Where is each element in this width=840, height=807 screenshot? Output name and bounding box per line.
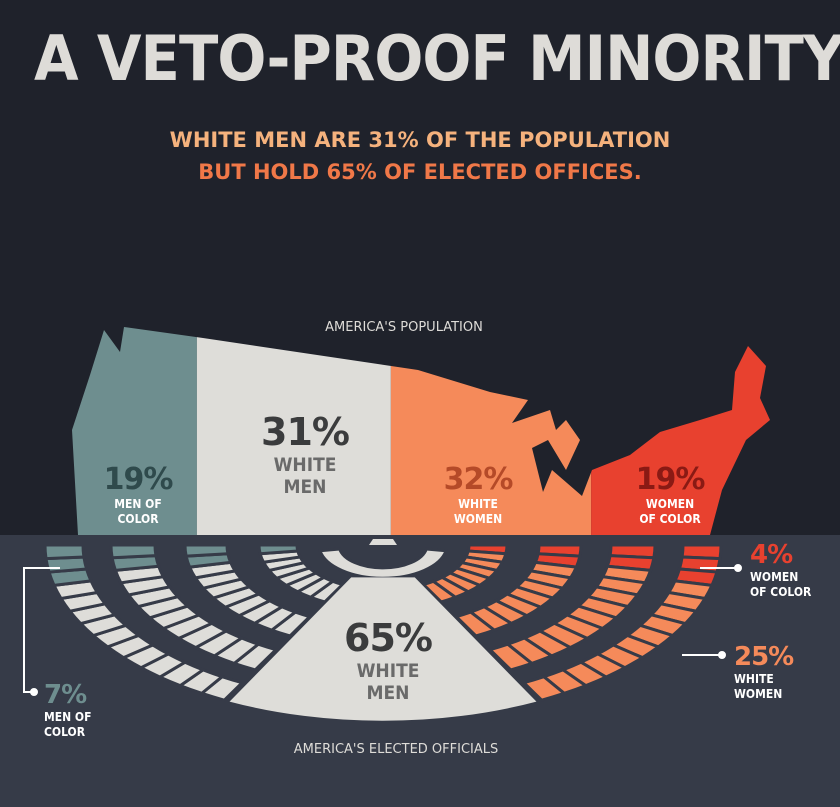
elected-name: OF COLOR — [750, 585, 812, 599]
seat-top-white-men — [369, 539, 397, 545]
seat-white-women — [520, 674, 568, 702]
pop-pct-white-women: 32% — [443, 462, 514, 497]
elected-hemicycle — [43, 539, 723, 721]
elected-name: WOMEN — [750, 570, 799, 584]
pop-label-men-of-color: 19% MEN OF COLOR — [103, 462, 174, 527]
population-caption: AMERICA'S POPULATION — [325, 320, 483, 335]
seat-men-of-color — [183, 543, 230, 558]
pop-label-white-men: 31% WHITE MEN — [261, 410, 350, 498]
elected-pct-men-of-color: 7% — [44, 680, 87, 710]
seat-white-women — [487, 642, 535, 672]
pop-pct-women-of-color: 19% — [635, 462, 706, 497]
elected-label-men-of-color: 7% MEN OF COLOR — [44, 680, 91, 740]
pop-label-women-of-color: 19% WOMEN OF COLOR — [635, 462, 706, 527]
elected-label-white-women: 25% WHITE WOMEN — [734, 642, 794, 702]
pop-name: MEN — [283, 476, 327, 498]
subtitle-line-1: WHITE MEN ARE 31% OF THE POPULATION — [169, 128, 671, 152]
pop-pct-men-of-color: 19% — [103, 462, 174, 497]
seat-white-women — [420, 579, 459, 604]
seat-white-women — [453, 610, 498, 638]
leader-men-of-color — [23, 567, 60, 693]
pop-name: WOMEN — [453, 512, 503, 526]
pop-name: WHITE — [273, 454, 337, 476]
pop-name: WHITE — [458, 497, 498, 511]
elected-caption: AMERICA'S ELECTED OFFICIALS — [293, 742, 499, 757]
seat-men-of-color — [43, 543, 86, 561]
elected-pct-white-women: 25% — [734, 642, 794, 672]
elected-label-white-men: 65% WHITE MEN — [344, 616, 433, 704]
seat-men-of-color — [109, 543, 158, 560]
pop-name: MEN OF — [114, 497, 162, 511]
elected-name: WHITE — [356, 660, 420, 682]
pop-label-white-women: 32% WHITE WOMEN — [443, 462, 514, 527]
pop-name: COLOR — [117, 512, 159, 526]
elected-name: WOMEN — [734, 687, 783, 701]
seat-white-men — [317, 547, 449, 580]
elected-name: WHITE — [734, 672, 774, 686]
pop-bar-white-men — [196, 327, 391, 535]
elected-label-women-of-color: 4% WOMEN OF COLOR — [750, 540, 811, 600]
elected-pct-white-men: 65% — [344, 616, 433, 660]
leader-lines — [23, 564, 742, 696]
elected-pct-women-of-color: 4% — [750, 540, 793, 570]
seat-wedge-white-men — [229, 577, 537, 721]
elected-name: MEN OF — [44, 710, 92, 724]
pop-name: OF COLOR — [639, 512, 701, 526]
subtitle-line-2: BUT HOLD 65% OF ELECTED OFFICES. — [198, 160, 642, 184]
pop-name: WOMEN — [645, 497, 695, 511]
elected-name: COLOR — [44, 725, 86, 739]
elected-name: MEN — [366, 682, 410, 704]
pop-pct-white-men: 31% — [261, 410, 350, 454]
seat-men-of-color — [257, 543, 300, 556]
page-title: A VETO-PROOF MINORITY — [34, 22, 840, 95]
